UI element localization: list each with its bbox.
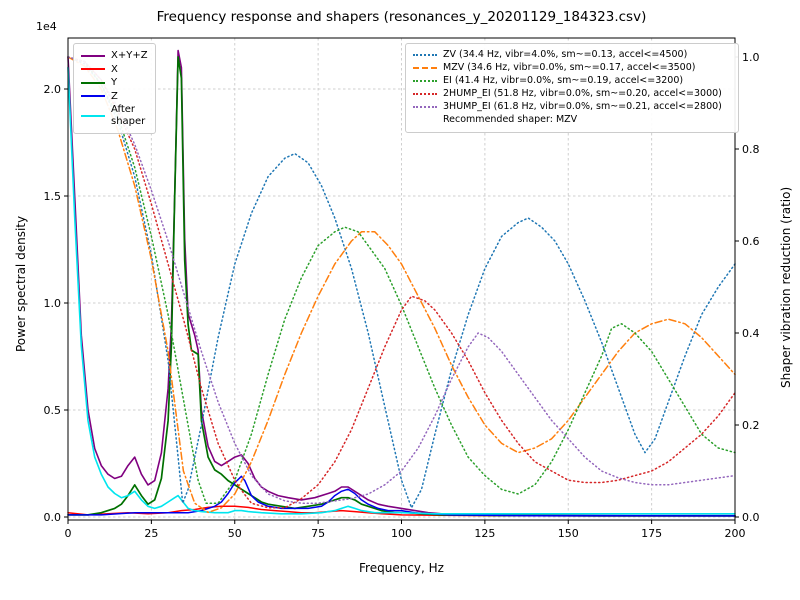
svg-text:200: 200	[725, 527, 746, 540]
svg-text:1.5: 1.5	[44, 190, 62, 203]
legend-item-label: ZV (34.4 Hz, vibr=4.0%, sm~=0.13, accel<…	[443, 49, 688, 60]
svg-text:0.0: 0.0	[44, 511, 62, 524]
svg-text:175: 175	[641, 527, 662, 540]
svg-text:150: 150	[558, 527, 579, 540]
xyz-line-swatch-icon	[81, 54, 105, 57]
svg-text:25: 25	[144, 527, 158, 540]
svg-text:0.2: 0.2	[742, 419, 760, 432]
svg-text:75: 75	[311, 527, 325, 540]
svg-text:0.4: 0.4	[742, 327, 760, 340]
legend-item: X	[81, 64, 148, 76]
mzv-line-swatch-icon	[413, 67, 437, 70]
psd-legend: X+Y+Z X Y Z After shaper	[73, 43, 156, 134]
right-y-axis-label: Shaper vibration reduction (ratio)	[779, 186, 793, 388]
left-y-axis-label: Power spectral density	[14, 215, 28, 352]
shaper-legend: ZV (34.4 Hz, vibr=4.0%, sm~=0.13, accel<…	[405, 43, 739, 133]
legend-item: 2HUMP_EI (51.8 Hz, vibr=0.0%, sm~=0.20, …	[413, 87, 731, 100]
legend-item: MZV (34.6 Hz, vibr=0.0%, sm~=0.17, accel…	[413, 61, 731, 74]
z-line-swatch-icon	[81, 95, 105, 98]
legend-item: 3HUMP_EI (61.8 Hz, vibr=0.0%, sm~=0.21, …	[413, 100, 731, 113]
svg-text:50: 50	[228, 527, 242, 540]
svg-text:0.0: 0.0	[742, 511, 760, 524]
svg-text:125: 125	[474, 527, 495, 540]
x-axis-label: Frequency, Hz	[359, 561, 444, 575]
svg-text:1.0: 1.0	[742, 51, 760, 64]
after-shaper-line-swatch-icon	[81, 114, 105, 117]
svg-text:0: 0	[65, 527, 72, 540]
legend-item-label: Z	[111, 90, 118, 102]
legend-item: Y	[81, 77, 148, 89]
y-line-swatch-icon	[81, 81, 105, 84]
legend-item-label: Y	[111, 77, 118, 88]
legend-item: X+Y+Z	[81, 50, 148, 62]
svg-text:0.6: 0.6	[742, 235, 760, 248]
legend-item-label: MZV (34.6 Hz, vibr=0.0%, sm~=0.17, accel…	[443, 61, 696, 73]
svg-text:1.0: 1.0	[44, 297, 62, 310]
ei-line-swatch-icon	[413, 80, 437, 83]
legend-item: Z	[81, 91, 148, 103]
recommended-shaper-label: Recommended shaper: MZV	[443, 113, 578, 125]
legend-item-label: After shaper	[111, 104, 146, 127]
recommended-shaper-note: Recommended shaper: MZV	[413, 113, 731, 126]
zv-line-swatch-icon	[413, 54, 437, 57]
legend-item-label: EI (41.4 Hz, vibr=0.0%, sm~=0.19, accel<…	[443, 74, 684, 86]
legend-item: EI (41.4 Hz, vibr=0.0%, sm~=0.19, accel<…	[413, 74, 731, 87]
svg-text:2.0: 2.0	[44, 83, 62, 96]
legend-item: After shaper	[81, 104, 148, 127]
2hump-ei-line-swatch-icon	[413, 93, 437, 96]
left-axis-offset-label: 1e4	[36, 20, 57, 33]
chart-title: Frequency response and shapers (resonanc…	[156, 9, 647, 25]
x-line-swatch-icon	[81, 68, 105, 71]
svg-text:0.8: 0.8	[742, 143, 760, 156]
svg-text:0.5: 0.5	[44, 404, 62, 417]
legend-item-label: 2HUMP_EI (51.8 Hz, vibr=0.0%, sm~=0.20, …	[443, 87, 722, 99]
3hump-ei-line-swatch-icon	[413, 106, 437, 109]
legend-item-label: X	[111, 63, 118, 75]
svg-text:100: 100	[391, 527, 412, 540]
legend-item-label: X+Y+Z	[111, 50, 148, 61]
legend-item: ZV (34.4 Hz, vibr=4.0%, sm~=0.13, accel<…	[413, 49, 731, 61]
legend-item-label: 3HUMP_EI (61.8 Hz, vibr=0.0%, sm~=0.21, …	[443, 100, 722, 112]
